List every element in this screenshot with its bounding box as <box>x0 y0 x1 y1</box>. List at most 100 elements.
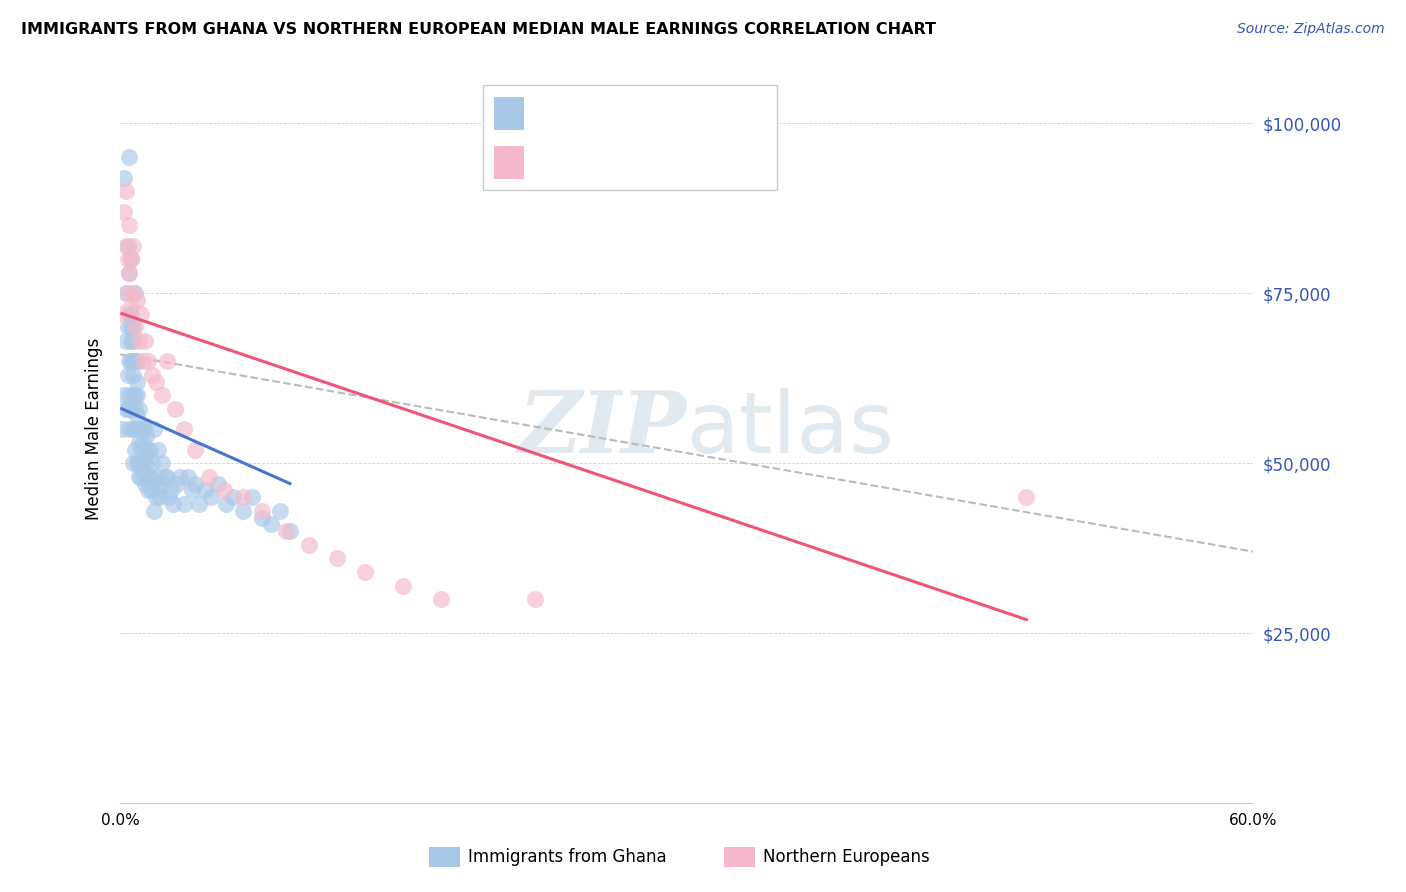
Point <box>112 170 135 185</box>
Point <box>128 456 150 470</box>
Point <box>136 354 159 368</box>
Point <box>212 483 235 498</box>
Point <box>125 293 148 307</box>
Point <box>278 524 301 539</box>
Point <box>128 401 150 416</box>
Point <box>122 320 145 334</box>
Point <box>524 592 547 607</box>
Point <box>149 490 172 504</box>
Point <box>114 238 136 252</box>
Point <box>146 442 169 457</box>
Y-axis label: Median Male Earnings: Median Male Earnings <box>86 338 103 520</box>
Point <box>128 435 150 450</box>
Point <box>197 470 219 484</box>
Point <box>122 286 145 301</box>
Text: ZIP: ZIP <box>519 387 686 471</box>
Point <box>215 497 238 511</box>
Point <box>152 476 174 491</box>
Point <box>163 401 186 416</box>
Point <box>222 490 245 504</box>
Point <box>354 565 377 579</box>
Point <box>125 388 148 402</box>
Point <box>1015 490 1038 504</box>
Point <box>129 307 152 321</box>
Point <box>124 354 146 368</box>
Point <box>134 422 156 436</box>
Point <box>157 490 180 504</box>
Point <box>141 483 163 498</box>
Point <box>122 238 145 252</box>
Point <box>145 470 167 484</box>
Point <box>142 504 165 518</box>
Point <box>120 320 142 334</box>
Point <box>122 456 145 470</box>
Point <box>114 401 136 416</box>
Point <box>117 238 139 252</box>
Point <box>120 354 142 368</box>
Point <box>122 334 145 348</box>
Point <box>200 490 222 504</box>
Point <box>118 422 141 436</box>
Point <box>134 476 156 491</box>
Point <box>139 442 162 457</box>
Point <box>129 470 152 484</box>
Point <box>125 456 148 470</box>
Point <box>135 429 157 443</box>
Point <box>118 388 141 402</box>
Point <box>156 354 179 368</box>
Point <box>173 497 195 511</box>
Point <box>166 476 188 491</box>
Point <box>117 320 139 334</box>
Point <box>118 218 141 232</box>
Point <box>207 476 229 491</box>
Point <box>160 483 183 498</box>
Point <box>298 538 321 552</box>
Point <box>111 422 134 436</box>
Point <box>114 334 136 348</box>
Point <box>232 504 254 518</box>
Point <box>134 334 156 348</box>
Point <box>180 483 202 498</box>
Point <box>124 286 146 301</box>
Point <box>129 442 152 457</box>
Point <box>117 286 139 301</box>
Point <box>145 490 167 504</box>
Point <box>131 435 153 450</box>
Point <box>120 401 142 416</box>
Point <box>114 286 136 301</box>
Point <box>136 470 159 484</box>
Point <box>114 184 136 198</box>
Point <box>124 422 146 436</box>
Point <box>141 368 163 382</box>
Point <box>150 456 173 470</box>
Point <box>125 409 148 423</box>
Text: Northern Europeans: Northern Europeans <box>763 848 931 866</box>
Point <box>124 401 146 416</box>
Point <box>120 307 142 321</box>
Point <box>134 450 156 464</box>
Point <box>125 375 148 389</box>
Point <box>131 463 153 477</box>
Point <box>184 442 207 457</box>
Point <box>141 456 163 470</box>
Point <box>122 354 145 368</box>
Point <box>125 354 148 368</box>
Point <box>122 422 145 436</box>
Point <box>129 422 152 436</box>
Point <box>155 470 177 484</box>
Point <box>276 524 298 539</box>
Text: atlas: atlas <box>686 388 894 471</box>
Point <box>169 470 191 484</box>
Point <box>117 401 139 416</box>
Point <box>188 497 211 511</box>
Point <box>240 490 263 504</box>
Point <box>118 150 141 164</box>
Point <box>122 368 145 382</box>
Point <box>120 252 142 267</box>
Point <box>112 204 135 219</box>
Point <box>326 551 349 566</box>
Point <box>250 510 273 524</box>
Point <box>120 300 142 314</box>
Point <box>269 504 291 518</box>
Point <box>131 422 153 436</box>
